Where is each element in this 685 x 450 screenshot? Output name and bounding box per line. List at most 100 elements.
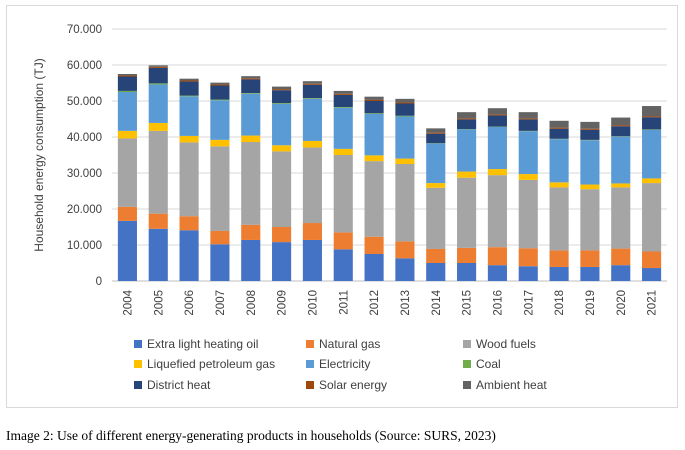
bar-segment	[642, 268, 662, 281]
bar-segment	[426, 143, 446, 184]
bar-segment	[457, 119, 477, 130]
bar-segment	[148, 84, 168, 123]
bar-segment	[210, 85, 230, 100]
bar-segment	[642, 251, 662, 269]
bar-segment	[518, 266, 538, 281]
bar-segment	[302, 98, 322, 141]
bar-segment	[241, 224, 261, 240]
bar-segment	[580, 121, 600, 129]
x-tick-label: 2019	[585, 290, 597, 316]
bar-segment	[580, 128, 600, 130]
bar-segment	[487, 247, 507, 266]
figure-caption: Image 2: Use of different energy-generat…	[6, 428, 496, 443]
y-tick-label: 60.000	[67, 60, 102, 72]
bar-segment	[333, 232, 353, 250]
bar-segment	[302, 239, 322, 281]
bar-segment	[395, 158, 415, 164]
bar-segment	[241, 78, 261, 80]
bar-segment	[549, 127, 569, 129]
legend-label: Wood fuels	[476, 337, 536, 351]
legend-swatch	[463, 360, 471, 368]
bar-segment	[487, 265, 507, 281]
bar-segment	[272, 242, 292, 281]
bar-segment	[426, 128, 446, 133]
bar-segment	[117, 74, 137, 76]
bar-segment	[642, 178, 662, 184]
x-tick-label: 2004	[122, 289, 134, 315]
x-tick-label: 2013	[400, 290, 412, 316]
x-tick-label: 2005	[153, 290, 165, 316]
bar-segment	[272, 151, 292, 227]
bar-segment	[148, 122, 168, 131]
bar-segment	[302, 140, 322, 148]
x-tick-label: 2012	[369, 290, 381, 316]
y-tick-label: 10.000	[67, 240, 102, 252]
bar-segment	[272, 90, 292, 104]
bar-segment	[210, 139, 230, 147]
bar-segment	[642, 117, 662, 130]
bar-segment	[364, 236, 384, 254]
bar-segment	[210, 82, 230, 85]
y-tick-label: 30.000	[67, 168, 102, 180]
y-axis-title: Household energy consumption (TJ)	[32, 58, 46, 251]
bar-segment	[364, 101, 384, 114]
bar-segment	[580, 250, 600, 267]
bar-segment	[549, 120, 569, 128]
bar-segment	[179, 78, 199, 81]
bar-segment	[457, 112, 477, 119]
bar-segment	[426, 187, 446, 249]
bar-segment	[518, 118, 538, 120]
bar-segment	[302, 81, 322, 84]
bar-segment	[148, 213, 168, 229]
bar-segment	[580, 266, 600, 281]
bar-segment	[518, 248, 538, 267]
bar-segment	[333, 107, 353, 149]
bar-segment	[117, 220, 137, 281]
bar-segment	[518, 119, 538, 131]
bar-segment	[241, 135, 261, 143]
bar-segment	[272, 103, 292, 104]
bar-segment	[179, 80, 199, 82]
bar-segment	[457, 129, 477, 172]
bar-segment	[611, 126, 631, 137]
bar-segment	[302, 83, 322, 85]
bar-segment	[241, 93, 261, 136]
x-tick-label: 2014	[431, 289, 443, 315]
legend-label: Natural gas	[319, 337, 380, 351]
bar-segment	[364, 96, 384, 100]
bar-segment	[241, 142, 261, 225]
bar-segment	[333, 93, 353, 95]
bar-segment	[549, 182, 569, 188]
bar-segment	[364, 155, 384, 162]
y-tick-label: 40.000	[67, 132, 102, 144]
bar-segment	[117, 76, 137, 91]
bar-segment	[241, 93, 261, 94]
bar-segment	[395, 116, 415, 159]
bar-segment	[272, 86, 292, 90]
bar-segment	[611, 136, 631, 184]
bar-segment	[148, 67, 168, 84]
bar-segment	[395, 258, 415, 281]
bar-segment	[333, 148, 353, 155]
bar-segment	[426, 133, 446, 144]
bar-segment	[487, 114, 507, 116]
bar-segment	[487, 115, 507, 127]
y-tick-label: 0	[96, 276, 102, 288]
bar-segment	[241, 79, 261, 94]
bar-segment	[117, 92, 137, 131]
bar-segment	[611, 265, 631, 281]
bar-segment	[395, 103, 415, 116]
legend-label: Coal	[476, 357, 501, 371]
bar-segment	[457, 247, 477, 263]
bar-segment	[179, 81, 199, 96]
bar-segment	[148, 65, 168, 67]
legend-swatch	[306, 340, 314, 348]
bar-segment	[210, 146, 230, 231]
bar-segment	[642, 129, 662, 179]
bar-segment	[487, 169, 507, 176]
bar-segment	[364, 113, 384, 156]
bar-segment	[457, 171, 477, 178]
bar-segment	[210, 99, 230, 101]
bar-segment	[487, 126, 507, 170]
bar-segment	[580, 184, 600, 190]
